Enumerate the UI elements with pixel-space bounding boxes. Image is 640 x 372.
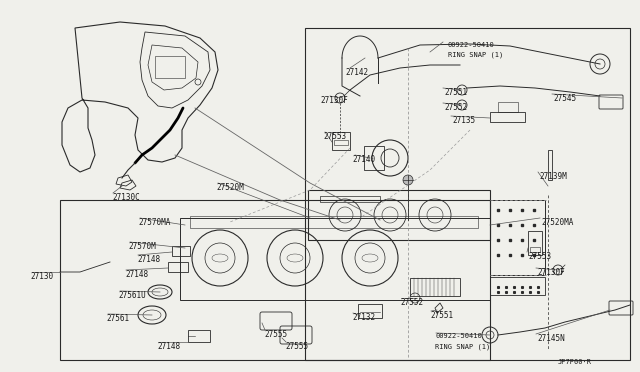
- Text: 27140: 27140: [352, 155, 375, 164]
- Bar: [168, 262, 188, 272]
- Text: 27142: 27142: [345, 68, 368, 77]
- Text: 27148: 27148: [137, 255, 160, 264]
- Text: RING SNAP (1): RING SNAP (1): [448, 52, 503, 58]
- Bar: [188, 330, 210, 342]
- Text: 27132: 27132: [352, 313, 375, 322]
- Bar: [490, 277, 545, 295]
- Text: 27553: 27553: [323, 132, 346, 141]
- Text: 27148: 27148: [125, 270, 148, 279]
- Text: 27561U: 27561U: [118, 291, 146, 300]
- Bar: [334, 140, 348, 145]
- Text: 27520MA: 27520MA: [541, 218, 573, 227]
- Bar: [332, 132, 350, 150]
- Text: 27551: 27551: [430, 311, 453, 320]
- Bar: [320, 196, 380, 202]
- Text: 27145N: 27145N: [537, 334, 564, 343]
- Text: 27552: 27552: [444, 103, 467, 112]
- Bar: [172, 246, 190, 256]
- Text: 27130F: 27130F: [537, 268, 564, 277]
- Text: 27520M: 27520M: [216, 183, 244, 192]
- Text: 27135: 27135: [452, 116, 475, 125]
- Text: 27545: 27545: [553, 94, 576, 103]
- Text: 27139M: 27139M: [539, 172, 567, 181]
- Text: 27552: 27552: [400, 298, 423, 307]
- Circle shape: [403, 175, 413, 185]
- Bar: [498, 102, 518, 112]
- Text: 00922-50410: 00922-50410: [435, 333, 482, 339]
- Text: 27561: 27561: [106, 314, 129, 323]
- Bar: [548, 150, 552, 180]
- Bar: [528, 231, 542, 255]
- Text: 27130C: 27130C: [112, 193, 140, 202]
- Bar: [364, 146, 384, 170]
- Bar: [490, 112, 525, 122]
- Text: 27570M: 27570M: [128, 242, 156, 251]
- Text: 27570MA: 27570MA: [138, 218, 170, 227]
- Bar: [358, 304, 382, 318]
- Text: 27551: 27551: [444, 88, 467, 97]
- Text: JP7P00·R: JP7P00·R: [558, 359, 592, 365]
- Bar: [305, 28, 630, 360]
- Bar: [410, 278, 460, 296]
- Bar: [60, 200, 490, 360]
- Text: 27130: 27130: [30, 272, 53, 281]
- Text: 27148: 27148: [157, 342, 180, 351]
- Text: 00922-50410: 00922-50410: [448, 42, 495, 48]
- Text: 27130F: 27130F: [320, 96, 348, 105]
- Bar: [190, 216, 478, 228]
- Text: 27553: 27553: [528, 252, 551, 261]
- Text: RING SNAP (1): RING SNAP (1): [435, 343, 490, 350]
- Text: 27555: 27555: [285, 342, 308, 351]
- Bar: [530, 247, 540, 252]
- Bar: [155, 56, 185, 78]
- Text: 27555: 27555: [264, 330, 287, 339]
